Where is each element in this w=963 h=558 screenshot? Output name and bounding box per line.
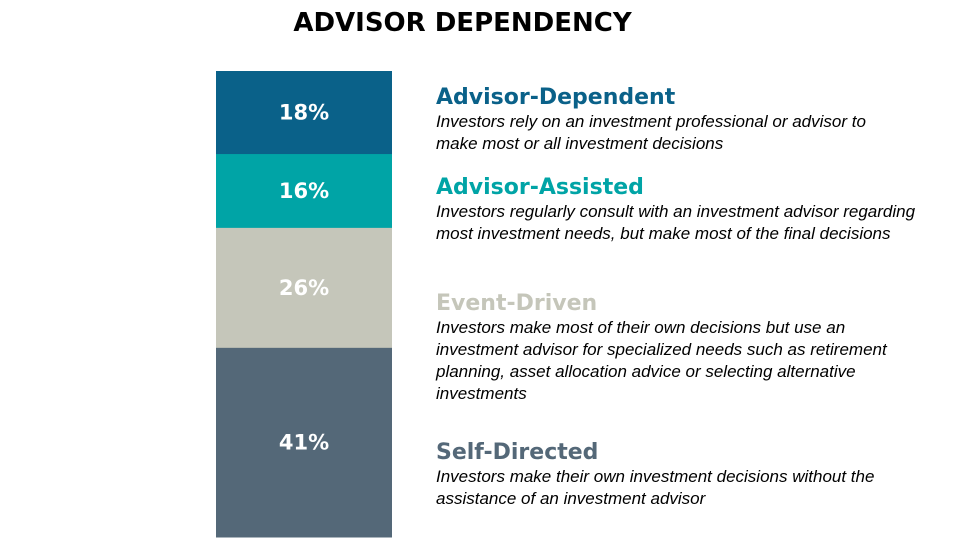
legend-desc-advisor-dependent: Investors rely on an investment professi…: [436, 112, 866, 153]
legend-desc-event-driven: Investors make most of their own decisio…: [436, 318, 887, 403]
legend-name-event-driven: Event-Driven: [436, 291, 598, 316]
data-label-advisor-dependent: 18%: [279, 101, 329, 125]
bar-segment-event-driven: [216, 227, 392, 349]
legend-name-advisor-assisted: Advisor-Assisted: [436, 175, 644, 200]
legend-item-advisor-assisted: Advisor-Assisted Investors regularly con…: [436, 175, 936, 245]
legend-item-event-driven: Event-Driven Investors make most of thei…: [436, 291, 936, 405]
data-label-self-directed: 41%: [279, 430, 329, 454]
legend-desc-self-directed: Investors make their own investment deci…: [436, 467, 875, 508]
bar-segment-self-directed: [216, 347, 392, 538]
chart-title: ADVISOR DEPENDENCY: [293, 8, 632, 38]
data-label-advisor-assisted: 16%: [279, 179, 329, 203]
legend-name-self-directed: Self-Directed: [436, 440, 599, 465]
legend-item-self-directed: Self-Directed Investors make their own i…: [436, 440, 936, 510]
legend-name-advisor-dependent: Advisor-Dependent: [436, 85, 676, 110]
legend-desc-advisor-assisted: Investors regularly consult with an inve…: [436, 202, 916, 243]
data-label-event-driven: 26%: [279, 276, 329, 300]
bar-segment-advisor-assisted: [216, 154, 392, 229]
bar-segment-advisor-dependent: [216, 71, 392, 155]
legend-item-advisor-dependent: Advisor-Dependent Investors rely on an i…: [436, 85, 936, 155]
stacked-bar: 18% 16% 26% 41%: [216, 71, 392, 538]
